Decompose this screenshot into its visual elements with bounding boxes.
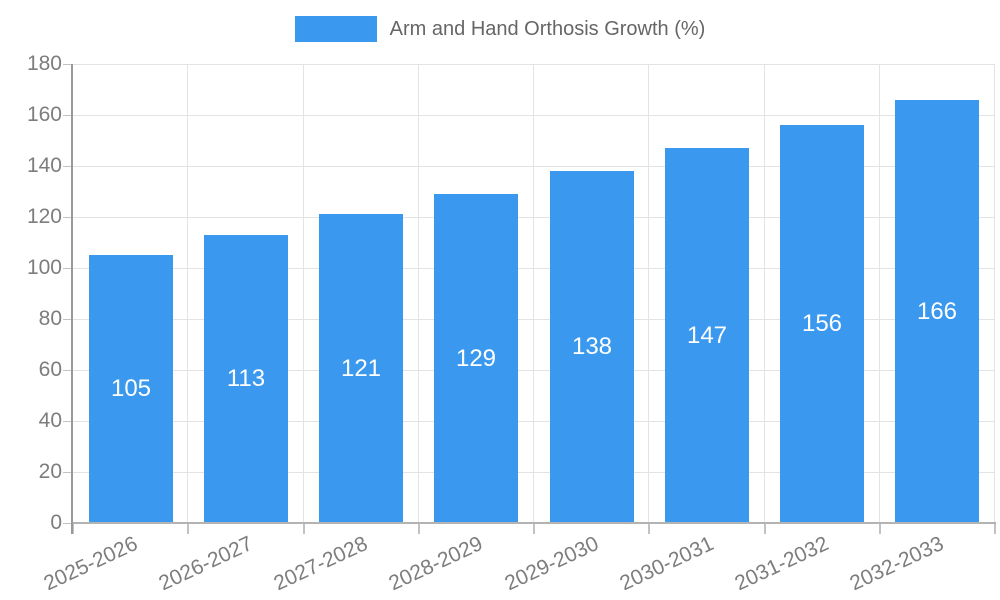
bar-2030-2031[interactable]: 147 [665,148,749,523]
y-gridline [73,319,995,320]
y-gridline [73,268,995,269]
x-tick-label: 2028-2029 [384,532,486,596]
bar-value-label: 105 [110,375,152,402]
y-tick-label: 60 [38,358,62,381]
x-tick-label: 2032-2033 [845,532,947,596]
x-gridline [303,64,304,523]
y-axis-line [71,64,73,534]
y-axis-tick [63,421,73,422]
x-gridline [533,64,534,523]
y-tick-label: 0 [50,511,62,534]
x-gridline [418,64,419,523]
y-tick-label: 160 [26,103,62,126]
bar-2027-2028[interactable]: 121 [319,214,403,523]
legend-label: Arm and Hand Orthosis Growth (%) [389,18,706,40]
x-tick-label: 2029-2030 [500,532,602,596]
bar-2029-2030[interactable]: 138 [550,171,634,523]
x-gridline [648,64,649,523]
x-axis-tick [994,524,996,534]
bar-value-label: 129 [455,344,497,372]
legend-swatch [294,16,377,42]
bar-value-label: 121 [340,354,382,382]
bar-value-label: 156 [801,310,843,337]
y-axis-tick [63,166,73,167]
x-tick-label: 2027-2028 [269,532,371,596]
x-tick-label: 2031-2032 [730,532,832,596]
x-axis-tick [879,524,881,534]
y-gridline [73,421,995,422]
bar-2025-2026[interactable]: 105 [89,255,173,523]
x-tick-label: 2030-2031 [615,532,717,596]
x-axis-tick [764,524,766,534]
y-tick-label: 20 [38,460,62,483]
x-gridline [187,64,188,523]
y-gridline [73,115,995,116]
bar-value-label: 138 [571,333,613,360]
x-gridline [764,64,765,523]
y-tick-label: 180 [26,52,62,75]
y-gridline [73,64,995,65]
y-axis-tick [63,115,73,116]
x-axis-tick [303,524,305,534]
y-tick-label: 120 [26,205,62,228]
y-tick-label: 40 [38,409,62,432]
x-gridline [994,64,995,523]
x-tick-label: 2025-2026 [39,532,141,596]
y-axis-tick [63,370,73,371]
y-tick-label: 100 [26,256,62,279]
chart-legend: Arm and Hand Orthosis Growth (%) [0,16,1000,42]
x-tick-label: 2026-2027 [154,532,256,596]
y-gridline [73,472,995,473]
bar-2032-2033[interactable]: 166 [895,100,979,523]
bar-2026-2027[interactable]: 113 [204,235,288,523]
y-axis-tick [63,268,73,269]
x-gridline [879,64,880,523]
x-axis-baseline [73,522,996,524]
x-axis-tick [418,524,420,534]
y-gridline [73,166,995,167]
y-axis-tick [63,217,73,218]
x-axis-tick [648,524,650,534]
bar-value-label: 166 [916,297,958,325]
bar-2031-2032[interactable]: 156 [780,125,864,523]
y-gridline [73,370,995,371]
x-axis-tick [72,524,74,534]
y-axis-tick [63,64,73,65]
legend-item[interactable]: Arm and Hand Orthosis Growth (%) [294,16,706,42]
y-axis-tick [63,319,73,320]
y-axis-tick [63,523,73,524]
x-axis-tick [533,524,535,534]
bar-value-label: 147 [686,321,728,349]
y-tick-label: 80 [38,307,62,330]
y-axis-tick [63,472,73,473]
bar-2028-2029[interactable]: 129 [434,194,518,523]
y-gridline [73,217,995,218]
bar-value-label: 113 [226,365,266,392]
y-tick-label: 140 [26,154,62,177]
plot-area: 105 113 121 129 138 147 156 166 [73,64,995,523]
x-axis-tick [187,524,189,534]
